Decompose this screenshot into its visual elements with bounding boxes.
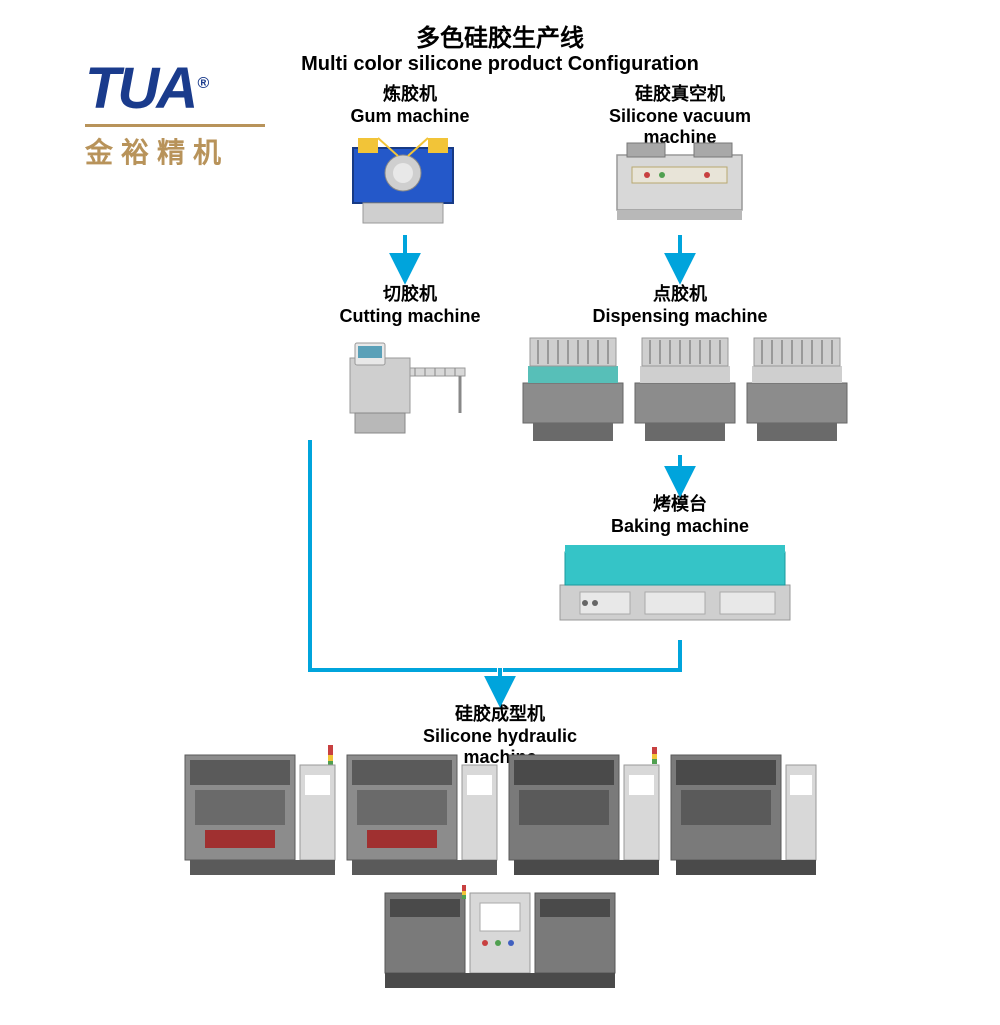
registered-mark: ® [197, 75, 206, 92]
label-cn: 硅胶成型机 [400, 700, 600, 726]
logo-chinese-name: 金裕精机 [85, 131, 265, 171]
diagram-title: 多色硅胶生产线 Multi color silicone product Con… [0, 18, 1000, 76]
label-cn: 炼胶机 [310, 80, 510, 106]
machine-dispense [518, 328, 848, 448]
machine-baking [555, 540, 795, 630]
label-cn: 切胶机 [310, 280, 510, 306]
label-cutting: 切胶机 Cutting machine [310, 280, 510, 327]
merge-left [310, 440, 497, 670]
machine-cutting [340, 328, 470, 438]
label-cn: 烤模台 [580, 490, 780, 516]
merge-right [503, 640, 680, 670]
label-en: Dispensing machine [580, 306, 780, 327]
title-chinese: 多色硅胶生产线 [0, 18, 1000, 53]
label-en: Baking machine [580, 516, 780, 537]
label-cn: 点胶机 [580, 280, 780, 306]
label-gum: 炼胶机 Gum machine [310, 80, 510, 127]
machine-vacuum [612, 135, 747, 225]
label-en: Cutting machine [310, 306, 510, 327]
machine-hydraulic-large [380, 885, 620, 1025]
label-baking: 烤模台 Baking machine [580, 490, 780, 537]
label-en: Gum machine [310, 106, 510, 127]
machine-hydraulic-row [180, 745, 820, 885]
title-english: Multi color silicone product Configurati… [0, 53, 1000, 76]
logo-divider [85, 124, 265, 127]
machine-gum [343, 128, 463, 228]
label-cn: 硅胶真空机 [580, 80, 780, 106]
label-dispense: 点胶机 Dispensing machine [580, 280, 780, 327]
